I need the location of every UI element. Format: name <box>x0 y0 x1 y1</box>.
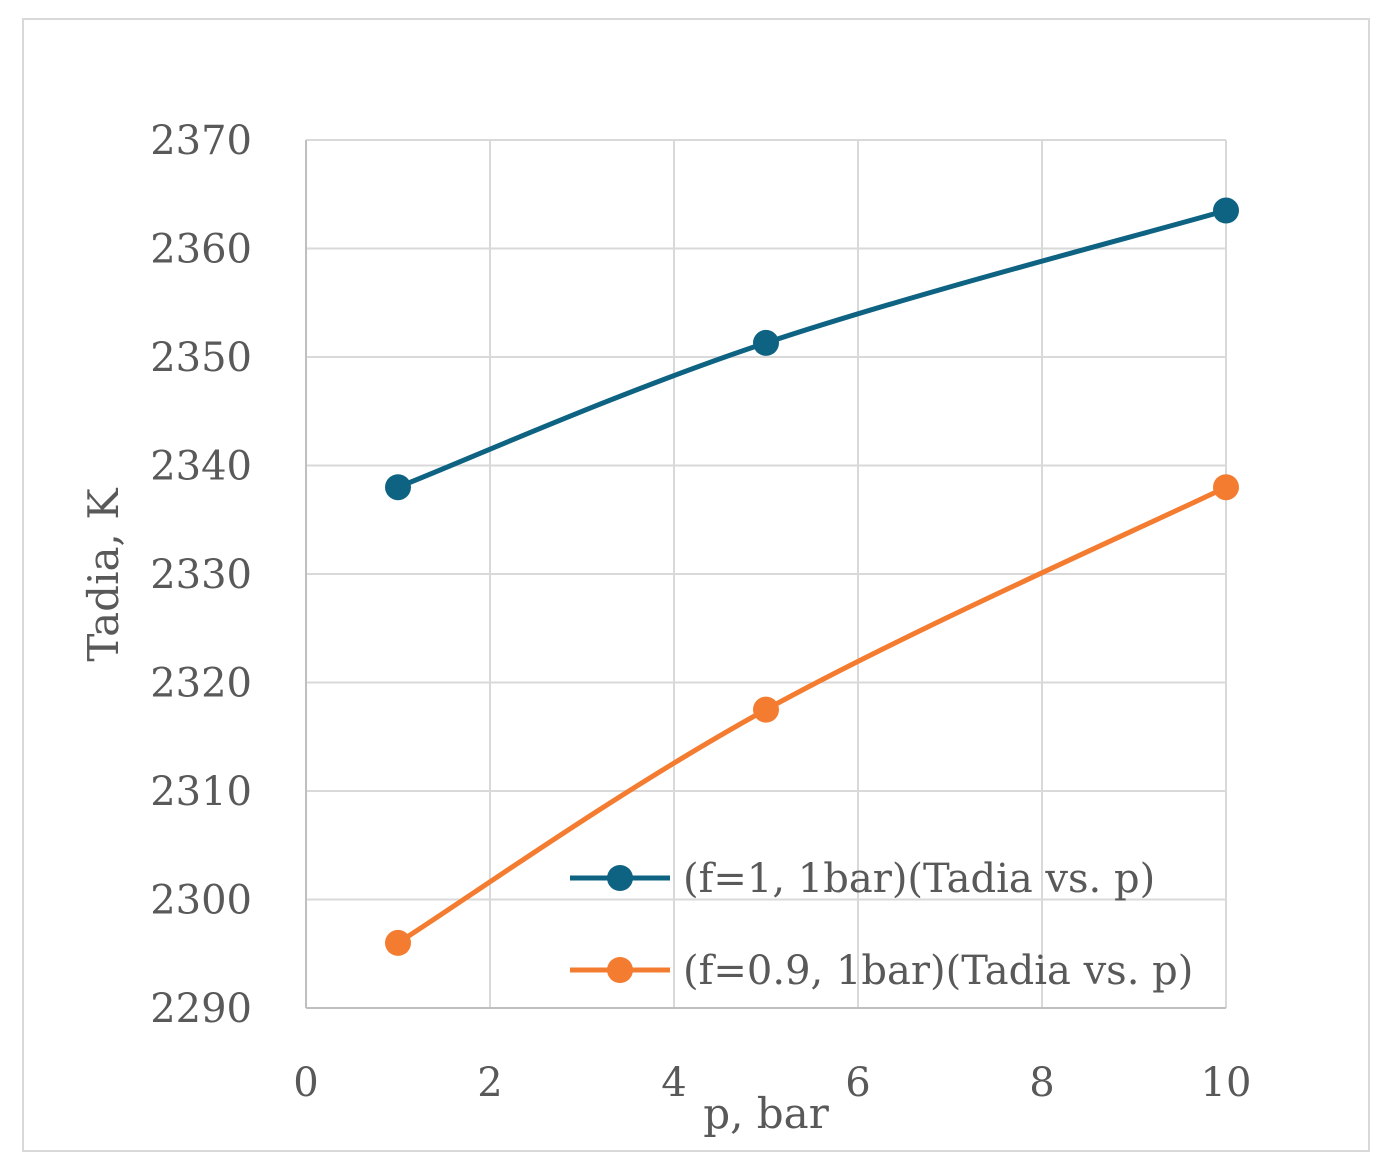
y-tick-label: 2330 <box>150 552 252 598</box>
y-tick-label: 2340 <box>150 444 252 490</box>
legend: (f=1, 1bar)(Tadia vs. p) (f=0.9, 1bar)(Ta… <box>570 856 1193 994</box>
chart-frame <box>22 18 1370 1152</box>
y-tick-label: 2360 <box>150 227 252 273</box>
y-axis-title: Tadia, K <box>79 487 128 662</box>
data-point <box>753 696 779 723</box>
axes: 0 2 4 6 8 10 2290 2300 2310 2320 2330 2340 2350 2360 2… <box>150 118 1251 1106</box>
y-tick-label: 2320 <box>150 661 252 707</box>
series <box>385 197 1239 956</box>
data-point <box>385 474 411 501</box>
y-tick-label: 2370 <box>150 118 252 164</box>
x-tick-label: 2 <box>477 1060 502 1106</box>
x-tick-label: 6 <box>845 1060 870 1106</box>
legend-entry: (f=0.9, 1bar)(Tadia vs. p) <box>570 948 1193 994</box>
x-tick-label: 8 <box>1029 1060 1054 1106</box>
data-point <box>385 929 411 956</box>
series-1 <box>385 197 1239 501</box>
data-point <box>753 329 779 356</box>
y-tick-label: 2300 <box>150 878 252 924</box>
x-tick-label: 0 <box>293 1060 318 1106</box>
series-line <box>395 208 1229 490</box>
x-tick-label: 4 <box>661 1060 686 1106</box>
legend-swatch-marker <box>607 957 633 983</box>
legend-label: (f=1, 1bar)(Tadia vs. p) <box>683 856 1155 902</box>
y-tick-label: 2350 <box>150 335 252 381</box>
data-point <box>1213 474 1239 501</box>
legend-entry: (f=1, 1bar)(Tadia vs. p) <box>570 856 1155 902</box>
x-axis-title: p, bar <box>703 1089 830 1138</box>
y-tick-label: 2290 <box>150 986 252 1032</box>
series-2 <box>385 474 1239 956</box>
legend-swatch-marker <box>607 865 633 891</box>
legend-label: (f=0.9, 1bar)(Tadia vs. p) <box>683 948 1193 994</box>
y-tick-label: 2310 <box>150 769 252 815</box>
data-point <box>1213 197 1239 224</box>
x-tick-label: 10 <box>1201 1060 1252 1106</box>
